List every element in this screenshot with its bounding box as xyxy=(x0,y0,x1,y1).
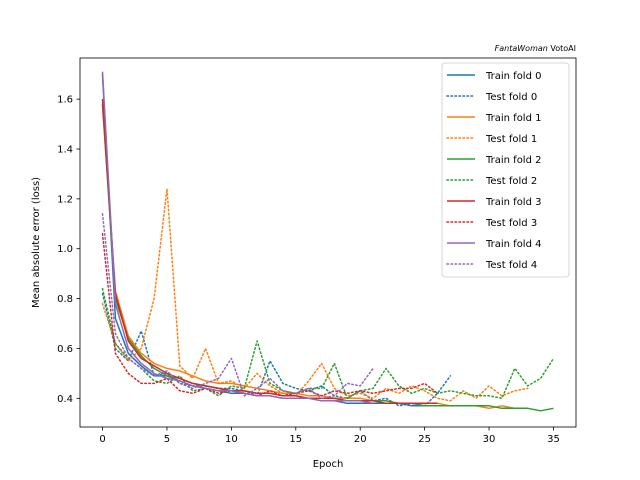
legend-label: Train fold 3 xyxy=(485,197,541,208)
x-tick-label: 15 xyxy=(289,434,302,445)
legend-label: Test fold 0 xyxy=(485,92,537,103)
y-tick-label: 0.8 xyxy=(57,294,73,305)
legend-label: Test fold 3 xyxy=(485,218,537,229)
x-axis-ticks: 0 5 10 15 20 25 30 35 xyxy=(99,427,560,445)
legend-label: Train fold 0 xyxy=(485,71,541,82)
corner-annotation-normal: VotoAI xyxy=(548,44,576,53)
series-line-test-fold-1 xyxy=(101,188,529,402)
legend-label: Train fold 4 xyxy=(485,239,541,250)
series-line-test-fold-0 xyxy=(101,292,452,407)
y-tick-label: 1.0 xyxy=(57,244,73,255)
y-tick-label: 0.4 xyxy=(57,394,73,405)
legend-label: Test fold 1 xyxy=(485,134,537,145)
y-tick-label: 1.6 xyxy=(57,95,73,106)
x-tick-label: 35 xyxy=(547,434,560,445)
plot-lines xyxy=(101,71,555,412)
series-line-train-fold-4 xyxy=(101,71,374,405)
series-line-train-fold-3 xyxy=(101,99,438,405)
x-tick-label: 20 xyxy=(354,434,367,445)
plot-frame xyxy=(79,57,577,428)
y-tick-label: 1.4 xyxy=(57,145,73,156)
y-axis-title: Mean absolute error (loss) xyxy=(31,177,42,308)
x-tick-label: 0 xyxy=(99,434,105,445)
x-axis-title: Epoch xyxy=(313,459,344,470)
corner-annotation-italic: FantaWoman xyxy=(495,44,548,53)
legend-label: Train fold 2 xyxy=(485,155,541,166)
x-tick-label: 30 xyxy=(483,434,496,445)
x-tick-label: 25 xyxy=(418,434,431,445)
legend-label: Train fold 1 xyxy=(485,113,541,124)
x-tick-label: 5 xyxy=(164,434,170,445)
y-tick-label: 1.2 xyxy=(57,194,73,205)
y-tick-label: 0.6 xyxy=(57,344,73,355)
legend-label: Test fold 4 xyxy=(485,260,537,271)
x-tick-label: 10 xyxy=(225,434,238,445)
corner-annotation: FantaWoman VotoAI xyxy=(495,44,576,53)
legend: Train fold 0 Test fold 0 Train fold 1 Test … xyxy=(441,62,570,278)
legend-label: Test fold 2 xyxy=(485,176,537,187)
series-line-test-fold-3 xyxy=(101,233,439,397)
y-axis-ticks: 0.4 0.6 0.8 1.0 1.2 1.4 1.6 xyxy=(57,95,80,405)
series-line-test-fold-4 xyxy=(101,213,374,400)
